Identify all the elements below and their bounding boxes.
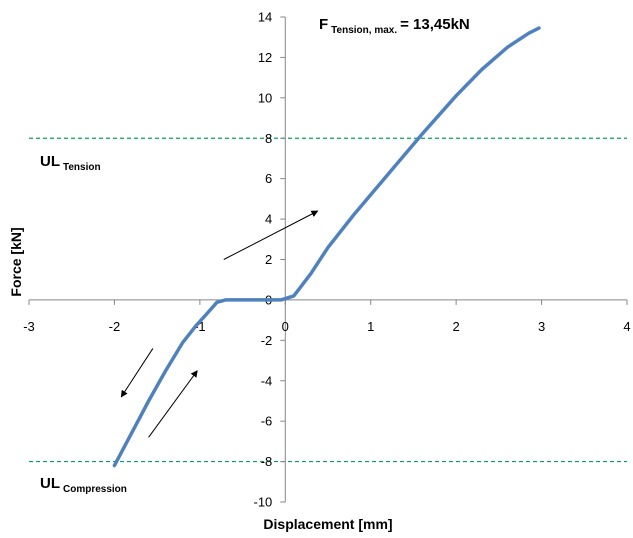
direction-arrow-2 [120,348,154,398]
y-tick-label: -2 [261,333,273,348]
y-tick-label: 8 [265,131,272,146]
x-tick-label: 4 [623,319,630,334]
y-tick-label: -6 [261,414,273,429]
y-tick-label: 12 [258,50,272,65]
y-tick-label: 6 [265,171,272,186]
direction-arrows [120,210,319,438]
x-tick-label: 1 [367,319,374,334]
y-tick-label: 4 [265,212,272,227]
ul-compression-label: UL Compression [40,475,127,495]
ul-tension-label: UL Tension [40,153,101,173]
max-force-annotation: F Tension, max. = 13,45kN [319,16,470,36]
direction-arrow-0 [223,210,319,260]
y-tick-label: 10 [258,90,272,105]
x-tick-label: -3 [23,319,35,334]
threshold-lines [29,137,627,463]
ul-tension-main: UL [40,153,60,170]
direction-arrow-1 [148,370,198,438]
y-tick-label: -4 [261,373,273,388]
x-tick-label: 2 [453,319,460,334]
x-tick-label: -1 [194,319,206,334]
x-tick-label: 0 [282,319,289,334]
x-tick-label: -2 [109,319,121,334]
ul-compression-subscript: Compression [63,484,127,495]
x-axis-title: Displacement [mm] [263,516,392,532]
y-axis-ticks: -10 -8 -6 -4 -2 0 2 4 6 8 10 12 14 [253,10,286,510]
series-line-0 [112,26,541,468]
x-axis-ticks: -3 -2 -1 0 1 2 3 4 [23,299,631,334]
ul-tension-subscript: Tension [63,162,101,173]
y-tick-label: 14 [258,10,272,25]
y-tick-label: 2 [265,252,272,267]
max-force-value: = 13,45kN [400,16,470,33]
y-tick-label: -8 [261,454,273,469]
data-series [112,26,541,468]
max-force-subscript: Tension, max. [331,25,397,36]
x-tick-label: 3 [538,319,545,334]
axes [29,17,627,502]
y-tick-label: -10 [253,495,272,510]
max-force-symbol: F [319,16,328,33]
ul-compression-main: UL [40,475,60,492]
y-axis-title: Force [kN] [8,227,24,296]
